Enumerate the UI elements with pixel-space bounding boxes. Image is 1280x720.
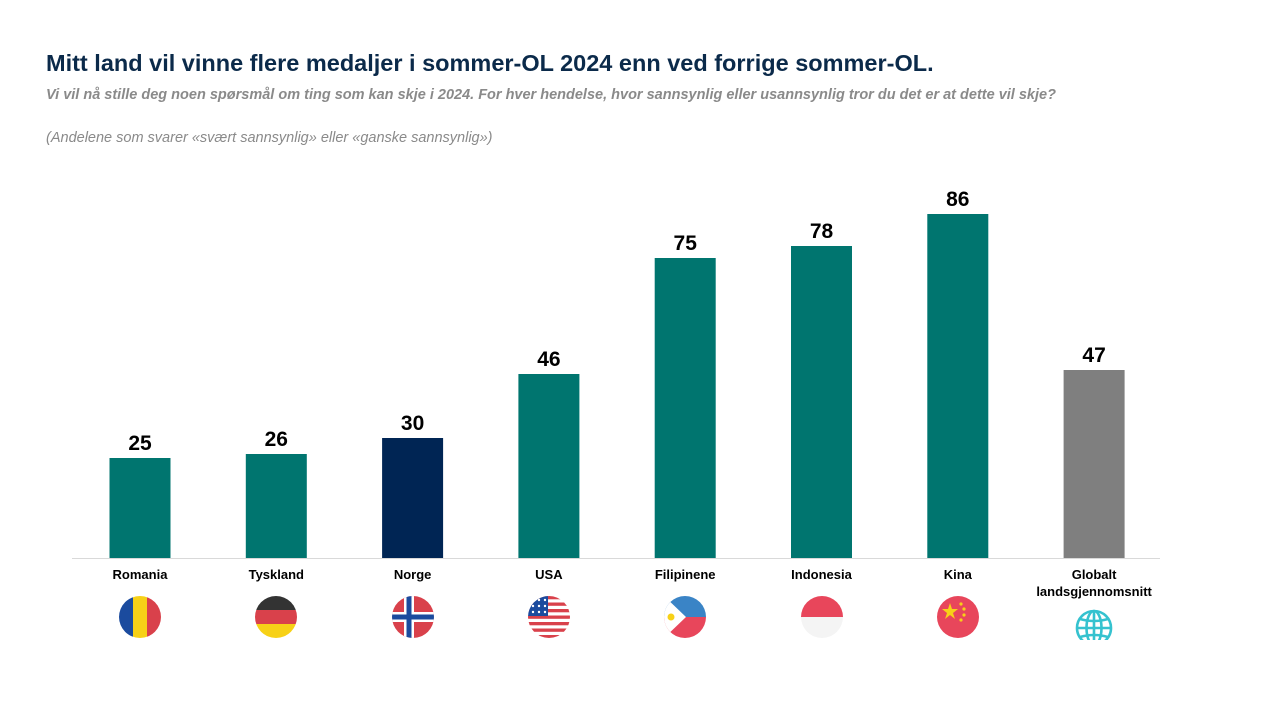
category-label-4: Filipinene xyxy=(654,567,716,582)
data-label-5: 78 xyxy=(810,220,834,243)
flag-romania-icon xyxy=(117,594,163,645)
category-label-2: Norge xyxy=(393,567,432,582)
bar-5 xyxy=(791,246,852,558)
bar-2 xyxy=(382,438,444,558)
bar-4 xyxy=(654,258,716,558)
data-label-6: 86 xyxy=(946,188,969,211)
category-label-5: Indonesia xyxy=(791,567,852,582)
chart-note: (Andelene som svarer «svært sannsynlig» … xyxy=(46,130,493,146)
bar-7 xyxy=(1063,370,1125,558)
data-label-7: 47 xyxy=(1082,344,1105,367)
category-label-6: Kina xyxy=(943,567,972,582)
data-label-1: 26 xyxy=(265,428,288,451)
flag-philippines-icon xyxy=(662,594,708,645)
category-label-3: USA xyxy=(535,567,563,582)
category-label-0: Romania xyxy=(112,567,168,582)
bar-1 xyxy=(245,454,307,558)
bar-0 xyxy=(109,458,171,558)
category-label-7: Globalt landsgjennomsnitt xyxy=(1036,567,1152,599)
flag-norway-icon xyxy=(390,594,436,645)
bar-6 xyxy=(927,214,989,558)
flag-indonesia-icon xyxy=(799,594,845,645)
flag-usa-icon xyxy=(526,594,572,645)
data-label-4: 75 xyxy=(674,232,698,255)
bar-3 xyxy=(518,374,580,558)
data-label-3: 46 xyxy=(537,348,560,371)
globe-icon xyxy=(1071,594,1117,647)
flag-germany-icon xyxy=(253,594,299,645)
data-label-2: 30 xyxy=(401,412,424,435)
data-label-0: 25 xyxy=(128,432,152,455)
chart-title: Mitt land vil vinne flere medaljer i som… xyxy=(46,50,934,76)
chart-subtitle: Vi vil nå stille deg noen spørsmål om ti… xyxy=(46,87,1056,103)
category-label-1: Tyskland xyxy=(248,567,304,582)
flag-china-icon xyxy=(935,594,981,645)
